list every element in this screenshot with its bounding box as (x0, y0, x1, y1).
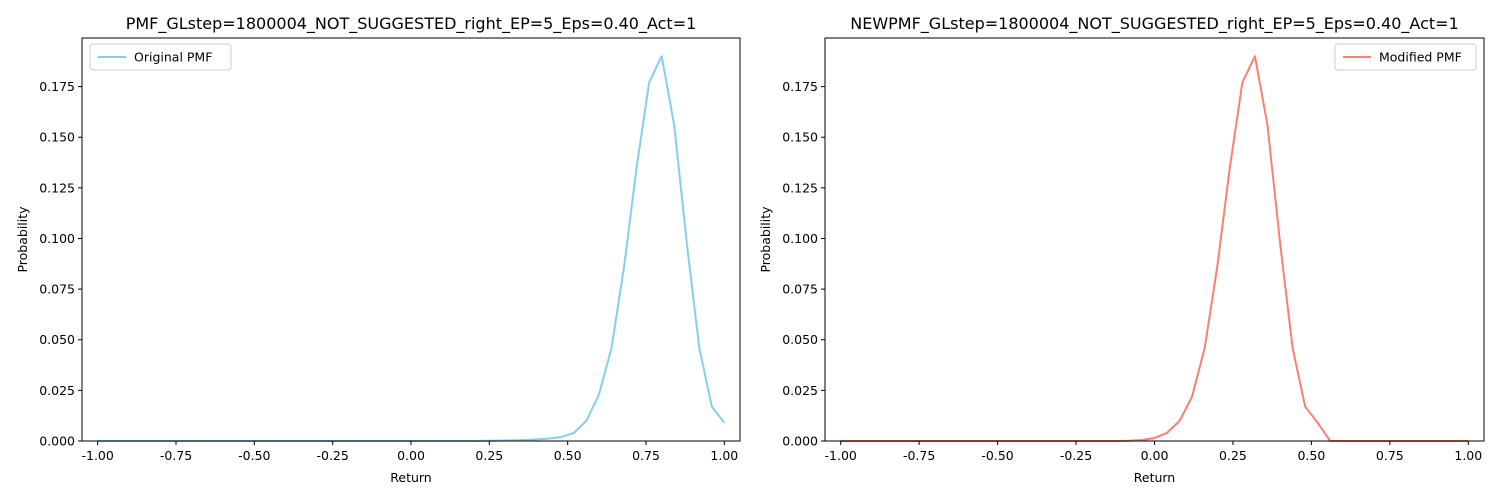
chart-title: PMF_GLstep=1800004_NOT_SUGGESTED_right_E… (126, 14, 697, 34)
x-tick-label: 0.00 (397, 448, 425, 463)
y-tick-label: 0.050 (39, 332, 75, 347)
x-tick-label: 0.25 (475, 448, 503, 463)
y-tick-label: 0.000 (39, 434, 75, 449)
legend-label: Modified PMF (1379, 50, 1462, 65)
x-tick-label: 0.00 (1141, 448, 1169, 463)
y-tick-label: 0.175 (39, 79, 75, 94)
x-tick-label: -0.25 (1060, 448, 1092, 463)
y-tick-label: 0.100 (39, 231, 75, 246)
x-tick-label: 0.75 (1376, 448, 1404, 463)
y-tick-label: 0.000 (782, 434, 818, 449)
legend: Original PMF (89, 43, 232, 71)
x-tick-label: -0.50 (981, 448, 1013, 463)
y-axis-label: Probability (758, 206, 773, 273)
chart-title: NEWPMF_GLstep=1800004_NOT_SUGGESTED_righ… (850, 14, 1459, 34)
legend-box (1334, 43, 1477, 71)
x-tick-label: 1.00 (710, 448, 738, 463)
chart-panel-modified-pmf: NEWPMF_GLstep=1800004_NOT_SUGGESTED_righ… (758, 14, 1485, 485)
y-tick-label: 0.150 (39, 130, 75, 145)
x-axis-label: Return (1134, 470, 1175, 485)
x-tick-label: 1.00 (1454, 448, 1482, 463)
y-tick-label: 0.050 (782, 332, 818, 347)
x-tick-label: 0.25 (1219, 448, 1247, 463)
legend-label: Original PMF (134, 50, 212, 65)
x-tick-label: -0.75 (903, 448, 935, 463)
y-tick-label: 0.075 (782, 282, 818, 297)
x-tick-label: 0.75 (632, 448, 660, 463)
y-tick-label: 0.075 (39, 282, 75, 297)
y-tick-label: 0.125 (782, 180, 818, 195)
x-tick-label: -1.00 (81, 448, 113, 463)
x-tick-label: 0.50 (1297, 448, 1325, 463)
x-tick-label: -0.25 (316, 448, 348, 463)
y-tick-label: 0.150 (782, 130, 818, 145)
x-tick-label: -0.50 (238, 448, 270, 463)
x-tick-label: -0.75 (160, 448, 192, 463)
y-axis-label: Probability (15, 206, 30, 273)
y-tick-label: 0.125 (39, 180, 75, 195)
chart-panel-original-pmf: PMF_GLstep=1800004_NOT_SUGGESTED_right_E… (15, 14, 741, 485)
y-tick-label: 0.025 (39, 383, 75, 398)
x-tick-label: -1.00 (825, 448, 857, 463)
legend: Modified PMF (1334, 43, 1477, 71)
x-axis-label: Return (390, 470, 431, 485)
y-tick-label: 0.100 (782, 231, 818, 246)
y-tick-label: 0.175 (782, 79, 818, 94)
x-tick-label: 0.50 (554, 448, 582, 463)
legend-box (89, 43, 232, 71)
y-tick-label: 0.025 (782, 383, 818, 398)
